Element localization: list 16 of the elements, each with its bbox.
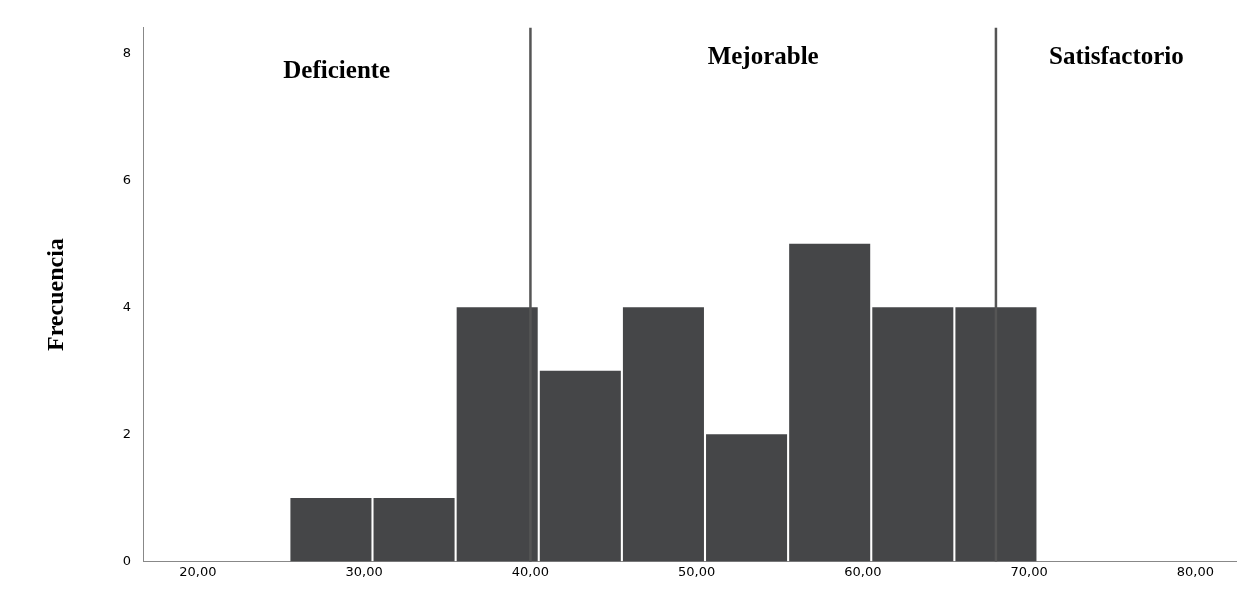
- x-tick-label: 40,00: [511, 563, 550, 579]
- annotation: Deficiente: [283, 56, 391, 84]
- x-tick-label: 70,00: [1010, 563, 1048, 579]
- x-tick-label: 30,00: [345, 563, 383, 579]
- x-tick-label: 80,00: [1176, 563, 1215, 579]
- y-axis-title: Frecuencia: [41, 238, 68, 352]
- y-tick-label: 6: [122, 171, 132, 187]
- y-tick-label: 8: [122, 44, 132, 60]
- y-tick-label: 0: [122, 552, 132, 568]
- annotation: Satisfactorio: [1049, 42, 1184, 70]
- x-tick-label: 20,00: [179, 563, 217, 579]
- y-tick-label: 4: [122, 298, 132, 314]
- x-tick-label: 60,00: [844, 563, 882, 579]
- y-tick-label: 2: [122, 425, 132, 441]
- x-tick-label: 50,00: [678, 563, 716, 579]
- annotation: Mejorable: [707, 42, 819, 70]
